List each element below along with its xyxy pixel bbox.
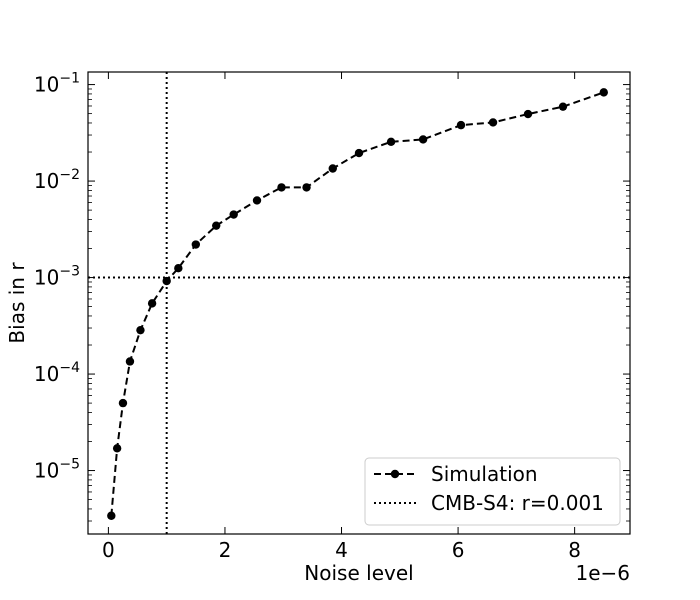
y-tick-label: 10−5 [34,457,80,483]
simulation-data-point [302,183,311,192]
legend-simulation-label: Simulation [431,462,538,486]
simulation-data-point [125,357,135,366]
x-tick-label: 4 [335,538,348,562]
simulation-data-point [277,183,286,192]
simulation-data-point [599,88,608,97]
y-tick-label: 10−4 [34,360,80,386]
simulation-data-point [328,164,337,173]
simulation-data-point [112,444,122,453]
simulation-data-point [174,264,183,273]
simulation-data-point [386,137,396,147]
x-axis-label: Noise level [304,561,413,585]
y-tick-label: 10−3 [34,264,80,290]
simulation-data-point [456,120,466,130]
simulation-data-point [558,102,568,111]
x-tick-label: 8 [568,538,581,562]
legend: Simulation CMB-S4: r=0.001 [364,457,621,526]
x-axis-offset-label: 1e−6 [575,561,630,585]
y-axis-label: Bias in r [5,262,29,344]
simulation-data-point [418,135,428,144]
simulation-data-point [136,325,145,335]
legend-cmb-s4-label: CMB-S4: r=0.001 [431,491,604,515]
simulation-data-point [229,210,238,219]
simulation-data-point [118,398,128,408]
simulation-data-point [162,276,171,286]
simulation-data-point [147,299,157,308]
series-layer [107,88,608,520]
axes-layer: 0 2 4 6 8 10−5 10−4 10−3 10−2 10−1 [34,71,631,562]
simulation-data-point [523,109,533,119]
simulation-data-point [488,118,498,127]
x-tick-label: 0 [102,538,115,562]
simulation-data-point [212,221,221,230]
simulation-data-point [354,148,364,158]
x-tick-label: 2 [219,538,232,562]
legend-simulation-marker [390,469,400,479]
y-tick-label: 10−2 [34,167,80,193]
simulation-data-point [252,196,262,205]
plot-frame [87,71,631,535]
simulation-data-point [107,511,116,520]
x-tick-label: 6 [452,538,465,562]
legend-box [364,457,621,526]
y-tick-label: 10−1 [34,71,80,97]
simulation-data-point [191,240,201,249]
reference-lines-layer [88,72,630,534]
